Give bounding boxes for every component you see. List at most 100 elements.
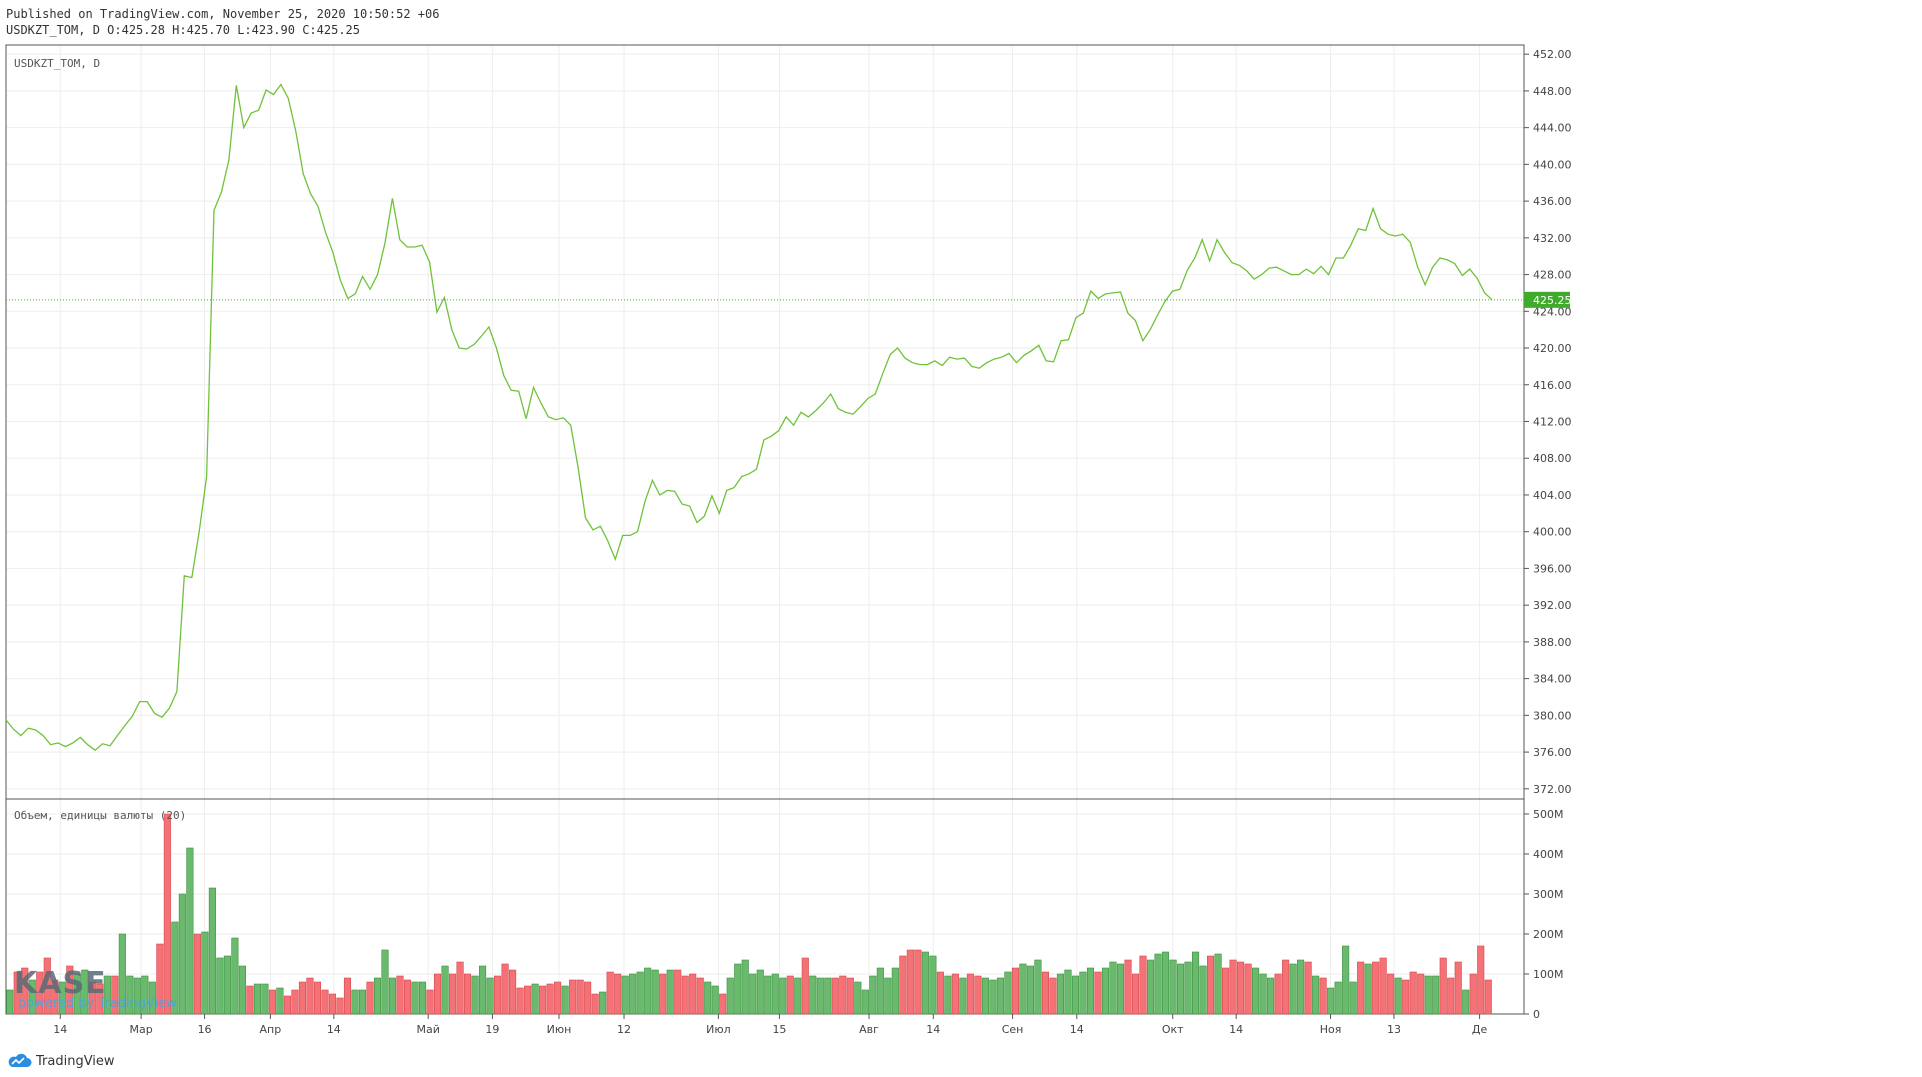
- header: Published on TradingView.com, November 2…: [6, 6, 439, 38]
- time-axis[interactable]: 14 Мар 16 Апр 14 Май 19 Июн 12 Июл 15 Авг 14 Сен 14 Окт…: [53, 1014, 1488, 1036]
- volume-bar: [328, 993, 337, 1015]
- volume-bar: [644, 967, 652, 1015]
- tradingview-cloud-icon: [8, 1053, 32, 1067]
- volume-bar: [1342, 945, 1350, 1015]
- volume-bar: [696, 977, 704, 1015]
- volume-bar: [1169, 959, 1177, 1015]
- volume-bar: [418, 981, 427, 1015]
- volume-bar: [193, 933, 201, 1015]
- time-tick-label: Авг: [859, 1023, 879, 1036]
- price-tick-label: 396.00: [1533, 562, 1572, 575]
- volume-bar: [351, 989, 359, 1015]
- volume-bar: [1199, 965, 1207, 1015]
- volume-bar: [1252, 967, 1260, 1015]
- volume-bar: [1071, 975, 1080, 1015]
- volume-bars: [6, 813, 1492, 1015]
- volume-bar: [561, 985, 569, 1015]
- time-tick-label: 14: [327, 1023, 341, 1036]
- volume-bar: [786, 975, 794, 1015]
- volume-bar: [944, 975, 952, 1015]
- volume-tick-label: 200M: [1533, 928, 1564, 941]
- volume-bar: [1379, 957, 1387, 1015]
- volume-bar: [456, 961, 464, 1015]
- volume-bar: [403, 979, 412, 1015]
- volume-bar: [576, 979, 584, 1015]
- price-tick-label: 372.00: [1533, 783, 1572, 796]
- volume-bar: [1146, 959, 1155, 1015]
- time-tick-label: Июл: [706, 1023, 731, 1036]
- time-tick-label: 16: [198, 1023, 212, 1036]
- volume-bar: [824, 977, 832, 1015]
- volume-bar: [651, 969, 659, 1015]
- volume-bar: [1237, 961, 1245, 1015]
- volume-bar: [914, 949, 922, 1015]
- volume-bar: [756, 969, 764, 1015]
- price-tick-label: 436.00: [1533, 195, 1572, 208]
- time-tick-label: 14: [1070, 1023, 1084, 1036]
- volume-bar: [1011, 967, 1019, 1015]
- volume-bar: [306, 977, 314, 1015]
- volume-bar: [629, 973, 637, 1015]
- volume-bar: [88, 981, 96, 1015]
- volume-bar: [6, 989, 14, 1015]
- volume-bar: [1191, 951, 1200, 1015]
- price-tick-label: 376.00: [1533, 746, 1572, 759]
- volume-bar: [764, 975, 772, 1015]
- volume-bar: [854, 981, 862, 1015]
- volume-bar: [794, 977, 802, 1015]
- volume-pane-legend: Объем, единицы валюты (20): [14, 809, 186, 822]
- volume-bar: [1289, 963, 1297, 1015]
- volume-bar: [741, 959, 749, 1015]
- volume-bar: [1101, 967, 1110, 1015]
- volume-bar: [1229, 959, 1237, 1015]
- chart-frame: [5, 44, 1525, 1015]
- time-tick-label: 13: [1387, 1023, 1401, 1036]
- time-tick-label: Апр: [260, 1023, 282, 1036]
- volume-bar: [1004, 971, 1012, 1015]
- volume-axis[interactable]: 500M 400M 300M 200M 100M 0: [1524, 808, 1564, 1021]
- volume-bar: [719, 993, 727, 1015]
- volume-bar: [861, 989, 869, 1015]
- tradingview-footer[interactable]: TradingView: [6, 1051, 115, 1071]
- volume-bar: [1267, 977, 1275, 1015]
- volume-bar: [704, 981, 712, 1015]
- volume-bar: [1327, 987, 1335, 1015]
- last-price-label: 425.25: [1533, 294, 1572, 307]
- volume-bar: [659, 973, 667, 1015]
- volume-bar: [1244, 963, 1252, 1015]
- time-tick-label: 12: [617, 1023, 631, 1036]
- volume-bar: [261, 983, 269, 1015]
- volume-bar: [1319, 977, 1327, 1015]
- volume-bar: [1349, 981, 1357, 1015]
- volume-bar: [516, 987, 524, 1015]
- volume-bar: [1086, 967, 1095, 1015]
- volume-bar: [156, 943, 164, 1015]
- volume-bar: [929, 955, 937, 1015]
- volume-bar: [283, 995, 291, 1015]
- tradingview-brand-text: TradingView: [36, 1053, 115, 1069]
- volume-bar: [1364, 963, 1372, 1015]
- volume-bar: [1394, 977, 1402, 1015]
- volume-bar: [584, 981, 592, 1015]
- volume-bar: [1019, 963, 1027, 1015]
- time-tick-label: Сен: [1002, 1023, 1024, 1036]
- volume-tick-label: 300M: [1533, 888, 1564, 901]
- price-axis[interactable]: 452.00 448.00 444.00 440.00 436.00 432.00 428.…: [1524, 48, 1572, 796]
- plot-border: [5, 44, 1525, 1015]
- volume-bar: [1469, 973, 1477, 1015]
- volume-bar: [433, 973, 442, 1015]
- volume-bar: [66, 965, 74, 1015]
- price-tick-label: 448.00: [1533, 85, 1572, 98]
- volume-bar: [816, 977, 824, 1015]
- volume-tick-label: 500M: [1533, 808, 1564, 821]
- volume-bar: [711, 985, 719, 1015]
- grid: [6, 45, 1524, 1015]
- volume-bar: [989, 979, 997, 1015]
- volume-bar: [486, 977, 494, 1015]
- volume-bar: [73, 973, 81, 1015]
- volume-bar: [103, 975, 111, 1015]
- volume-bar: [216, 957, 224, 1015]
- volume-bar: [1282, 959, 1290, 1015]
- last-price-tag: [1524, 291, 1570, 308]
